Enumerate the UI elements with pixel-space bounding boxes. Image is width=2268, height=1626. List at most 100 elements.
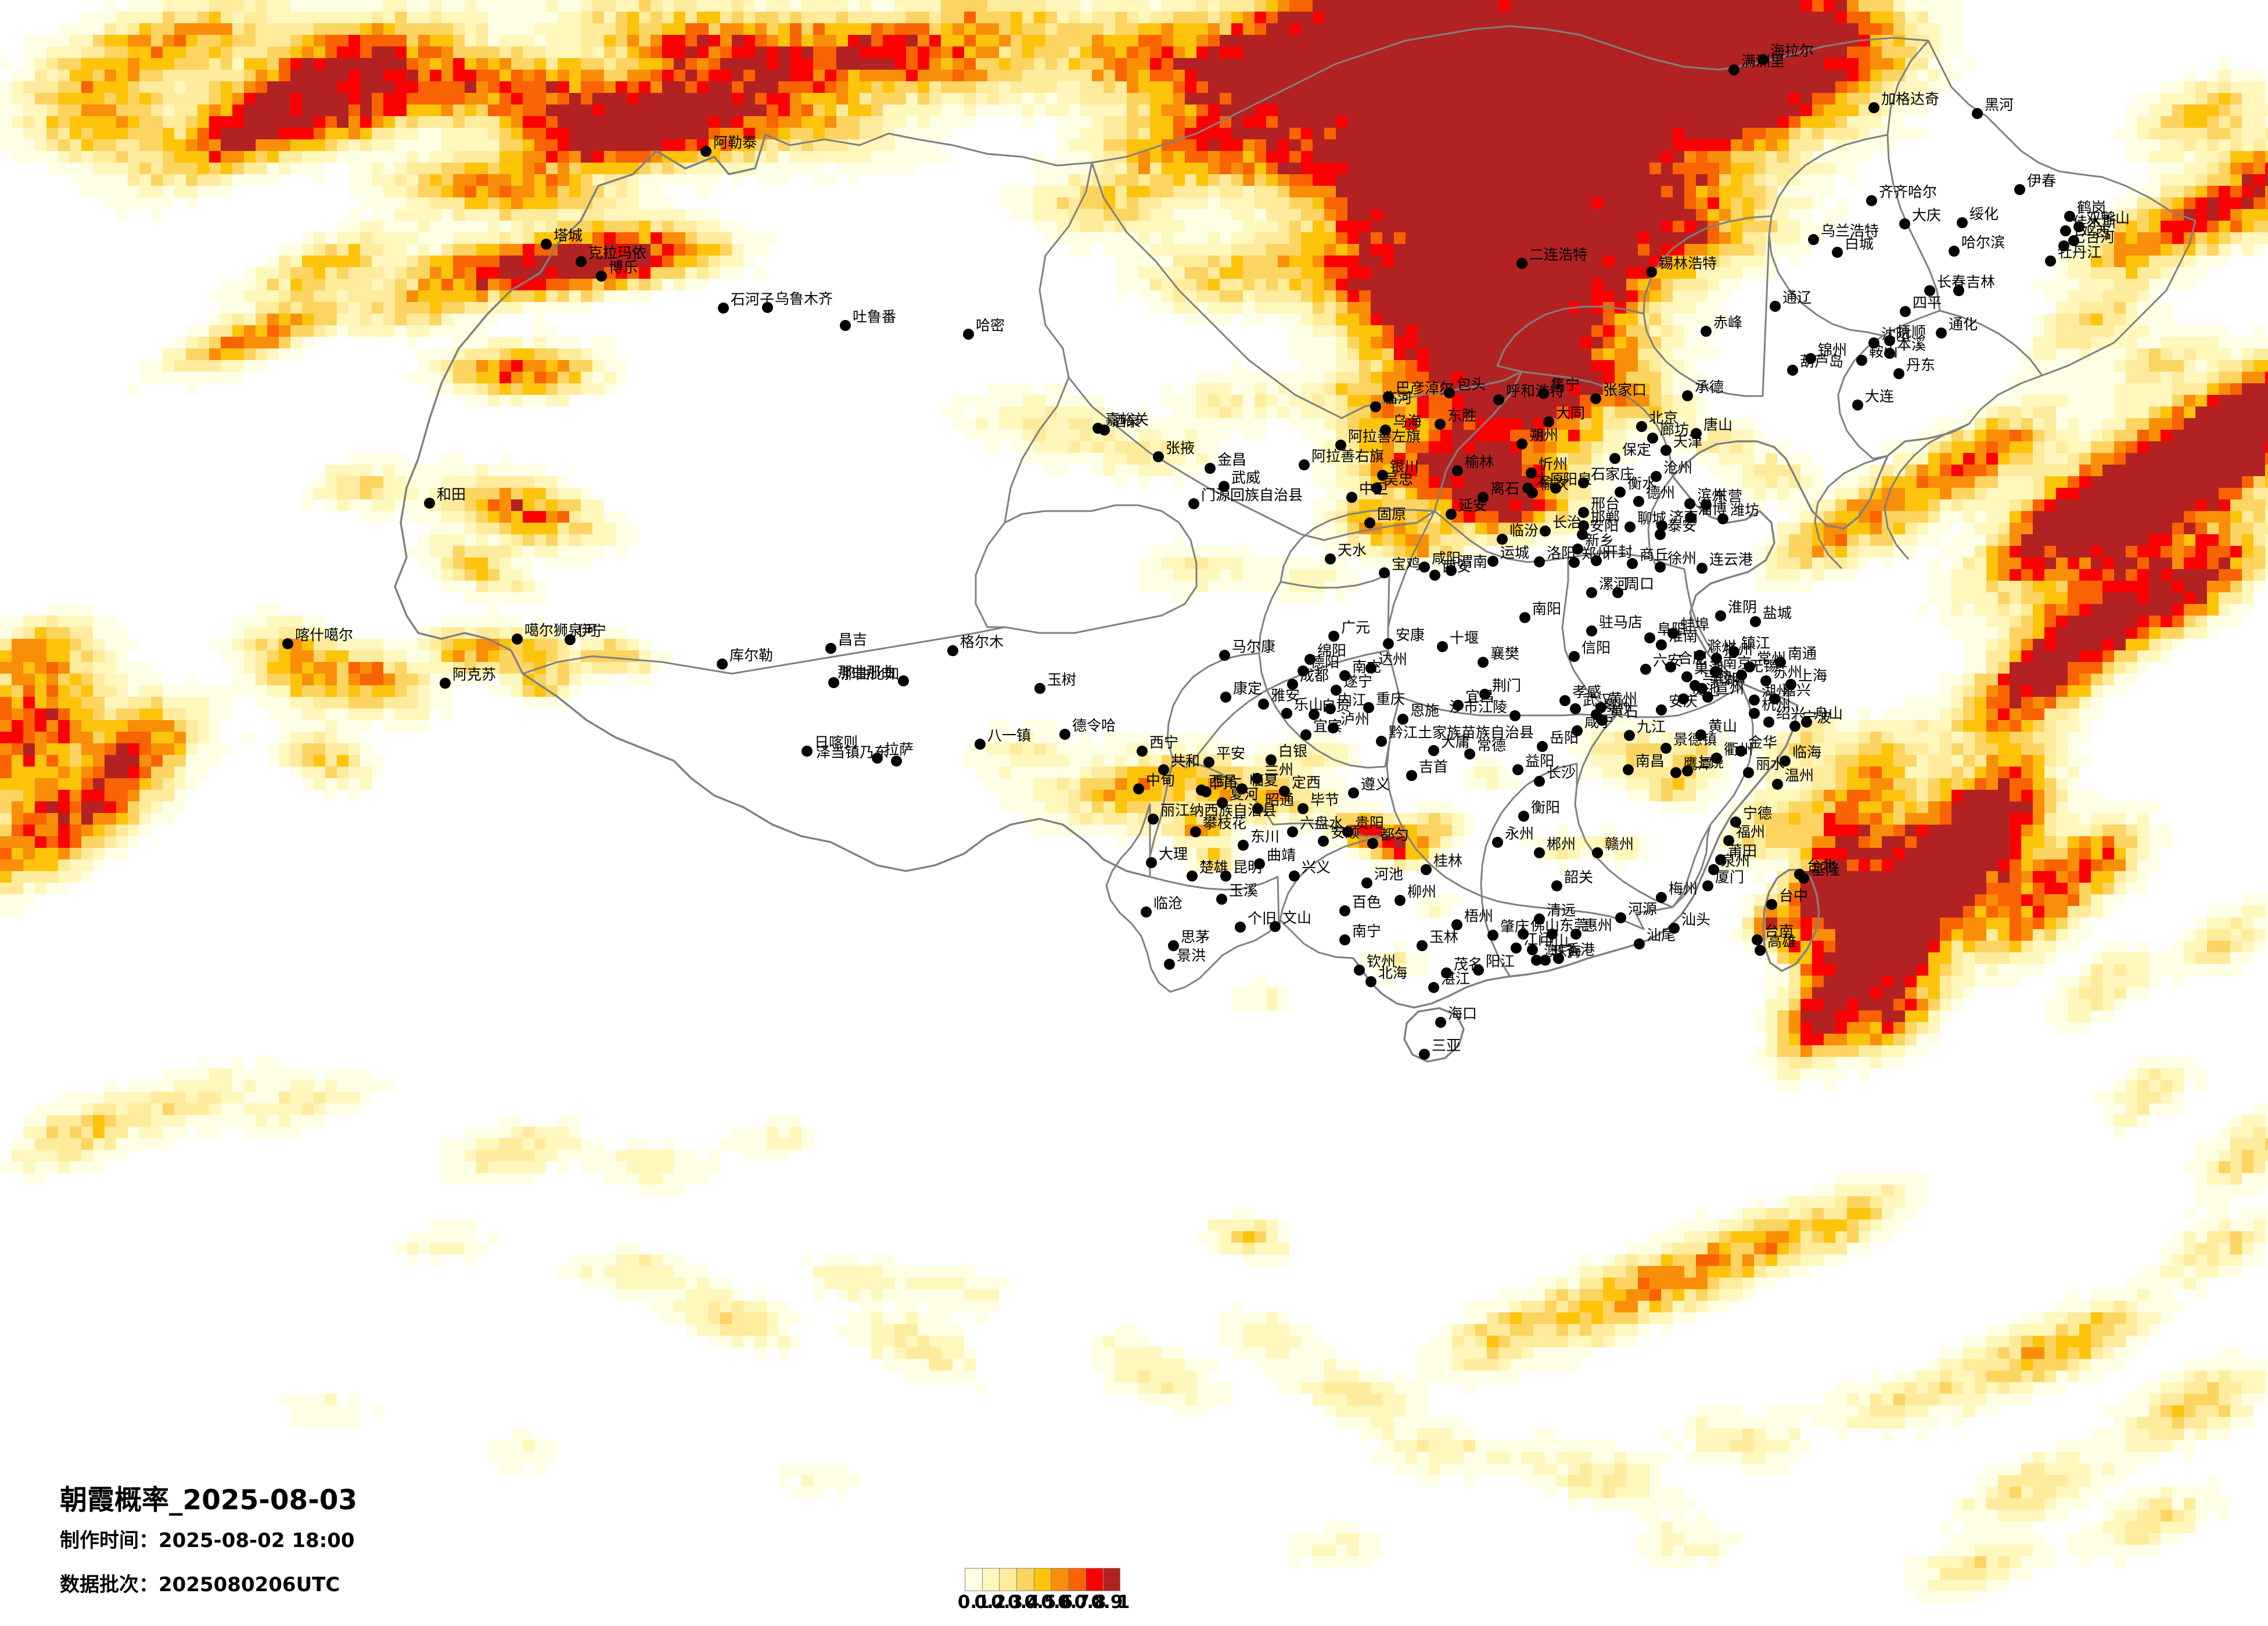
city-label: 连云港: [1709, 551, 1753, 568]
city-label: 阳江: [1486, 953, 1515, 970]
city-dot-icon: [1220, 691, 1231, 703]
city-dot-icon: [1647, 432, 1658, 444]
city-label: 衡水: [1627, 475, 1657, 492]
city-label: 哈尔滨: [1961, 234, 2005, 251]
city-dot-icon: [1464, 748, 1475, 760]
city-dot-icon: [1612, 587, 1623, 598]
city-dot-icon: [1059, 728, 1070, 740]
city-label: 哈密: [976, 317, 1005, 334]
province-border-path: [1149, 758, 1174, 878]
city-label: 沙市江陵: [1448, 699, 1507, 715]
city-dot-icon: [1286, 678, 1298, 690]
city-label: 襄樊: [1490, 645, 1520, 662]
city-dot-icon: [1533, 556, 1545, 567]
city-label: 西宁: [1149, 734, 1179, 751]
city-label: 梧州: [1464, 908, 1494, 924]
city-dot-icon: [1496, 533, 1508, 545]
city-dot-icon: [1252, 803, 1263, 814]
city-label: 昌吉: [838, 631, 868, 648]
city-dot-icon: [1167, 940, 1179, 951]
city-dot-icon: [2064, 210, 2075, 222]
city-dot-icon: [1339, 934, 1350, 945]
city-dot-icon: [2014, 184, 2025, 195]
province-border-path: [1105, 803, 1171, 993]
city-label: 玉溪: [1229, 882, 1259, 899]
city-label: 厦门: [1715, 869, 1745, 886]
city-dot-icon: [1452, 699, 1464, 711]
city-dot-icon: [1690, 427, 1702, 439]
city-dot-icon: [1586, 587, 1597, 598]
city-label: 泰安: [1667, 517, 1697, 534]
city-label: 石河子: [731, 291, 775, 308]
city-dot-icon: [1342, 826, 1353, 837]
city-dot-icon: [1420, 864, 1432, 875]
city-label: 门源回族自治县: [1201, 487, 1303, 503]
city-label: 金昌: [1217, 451, 1247, 468]
city-label: 大庸: [1441, 733, 1471, 750]
city-dot-icon: [1145, 857, 1157, 868]
city-label: 乌兰浩特: [1821, 222, 1879, 239]
city-label: 那曲那曲: [837, 664, 896, 681]
city-dot-icon: [1493, 394, 1504, 405]
city-dot-icon: [1935, 327, 1947, 339]
city-label: 南通: [1788, 645, 1817, 662]
data-batch-row: 数据批次：2025080206UTC: [60, 1573, 357, 1598]
city-label: 二连浩特: [1529, 246, 1588, 263]
city-label: 惠州: [1583, 917, 1613, 934]
city-dot-icon: [1789, 720, 1800, 732]
caption-block: 朝霞概率_2025-08-03 制作时间：2025-08-02 18:00 数据…: [60, 1484, 357, 1598]
city-label: 东营: [1713, 488, 1743, 505]
colorbar-swatch: [1103, 1569, 1120, 1591]
city-label: 伊春: [2027, 172, 2057, 189]
city-dot-icon: [1218, 480, 1230, 492]
data-batch-value: 2025080206UTC: [159, 1573, 340, 1597]
city-dot-icon: [1195, 784, 1207, 796]
city-dot-icon: [1595, 702, 1606, 713]
city-dot-icon: [1382, 391, 1394, 402]
city-dot-icon: [1684, 512, 1696, 523]
city-label: 库尔勒: [729, 647, 774, 664]
province-border-path: [1340, 370, 1523, 419]
page-title: 朝霞概率_2025-08-03: [60, 1484, 358, 1516]
city-dot-icon: [1371, 482, 1382, 494]
city-label: 钦州: [1367, 953, 1396, 970]
produced-time-label: 制作时间：: [60, 1528, 159, 1552]
city-dot-icon: [1763, 716, 1774, 728]
city-dot-icon: [1158, 764, 1169, 775]
city-label: 乐山: [1294, 696, 1324, 713]
city-dot-icon: [1203, 756, 1214, 768]
province-border-path: [764, 132, 1093, 167]
province-border-path: [1091, 161, 1343, 419]
city-label: 十堰: [1450, 629, 1479, 646]
city-dot-icon: [1800, 716, 1812, 728]
colorbar-tick: 0.5: [1024, 1592, 1056, 1613]
city-dot-icon: [1924, 285, 1935, 296]
city-dot-icon: [1807, 233, 1819, 245]
city-label: 喀什噶尔: [295, 627, 354, 643]
city-label: 黄石: [1609, 703, 1639, 720]
city-dot-icon: [1451, 919, 1462, 930]
city-label: 齐齐哈尔: [1879, 184, 1938, 200]
city-dot-icon: [1694, 649, 1705, 661]
province-border-path: [1672, 687, 1754, 908]
city-label: 邯郸: [1591, 509, 1620, 526]
colorbar-swatch: [965, 1569, 983, 1591]
city-label: 临汾: [1509, 522, 1539, 539]
city-label: 固原: [1377, 506, 1407, 523]
city-dot-icon: [1304, 653, 1315, 665]
city-label: 酒泉: [1112, 413, 1141, 430]
city-dot-icon: [1491, 836, 1503, 848]
city-dot-icon: [439, 677, 451, 689]
city-label: 柳州: [1407, 883, 1437, 900]
city-dot-icon: [1749, 616, 1761, 627]
city-dot-icon: [1654, 561, 1666, 573]
province-border-path: [1067, 376, 1325, 541]
city-dot-icon: [1655, 891, 1667, 903]
city-label: 巴彦淖尔: [1396, 380, 1454, 397]
city-dot-icon: [1518, 810, 1529, 822]
city-dot-icon: [1884, 347, 1895, 359]
province-border-path: [1172, 649, 1389, 769]
